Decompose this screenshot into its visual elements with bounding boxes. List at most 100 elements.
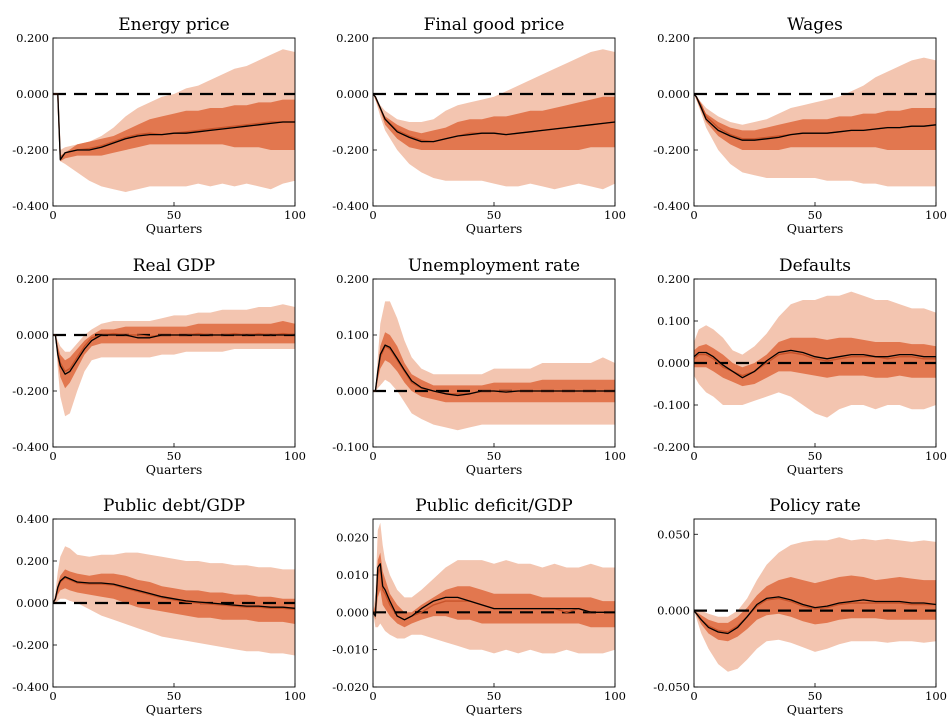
y-tick-label: 0.200 [16, 272, 49, 286]
plot-area [373, 522, 615, 654]
x-tick-label: 50 [167, 449, 182, 463]
panel-real-gdp: -0.400 -0.200 0.000 0.200 0 50 100 Quarters Real… [12, 256, 306, 477]
outer-confidence-band [373, 522, 615, 654]
mean-response-line [53, 334, 295, 375]
median-response-line [373, 566, 615, 621]
y-tick-label: 0.000 [657, 356, 690, 370]
x-tick-label: 0 [369, 208, 376, 222]
mean-response-line [694, 349, 936, 379]
x-tick-label: 100 [604, 449, 626, 463]
x-tick-label: 50 [167, 208, 182, 222]
x-axis-label: Quarters [787, 462, 844, 477]
x-axis-label: Quarters [787, 702, 844, 717]
y-tick-label: 0.050 [657, 527, 690, 541]
y-tick-label: -0.010 [332, 643, 369, 657]
y-tick-label: 0.200 [336, 31, 369, 45]
panel-title: Energy price [118, 15, 229, 35]
x-tick-label: 100 [604, 689, 626, 703]
y-tick-label: 0.000 [336, 384, 369, 398]
plot-area [694, 57, 936, 187]
y-tick-label: -0.020 [332, 680, 369, 694]
mean-response-line [373, 563, 615, 621]
x-tick-label: 50 [808, 689, 823, 703]
x-tick-label: 100 [284, 449, 306, 463]
panel-title: Real GDP [133, 256, 216, 276]
panel-title: Public deficit/GDP [415, 496, 573, 516]
y-tick-label: -0.050 [653, 680, 690, 694]
panel-public-deficit-gdp: -0.020 -0.010 0.000 0.010 0.020 0 50 100 Quarter… [332, 496, 626, 717]
x-tick-label: 0 [690, 689, 697, 703]
y-tick-label: -0.200 [12, 384, 49, 398]
y-tick-label: 0.000 [16, 87, 49, 101]
y-tick-label: -0.200 [12, 143, 49, 157]
plot-area [373, 49, 615, 190]
panel-public-debt-gdp: -0.400 -0.200 0.000 0.200 0.400 0 50 100 Quarter… [12, 496, 306, 717]
y-tick-label: -0.400 [12, 680, 49, 694]
x-axis-label: Quarters [466, 221, 523, 236]
median-response-line [694, 351, 936, 377]
y-tick-label: 0.100 [336, 328, 369, 342]
mean-response-line [373, 93, 615, 143]
plot-area [694, 537, 936, 672]
panel-final-good-price: -0.400 -0.200 0.000 0.200 0 50 100 Quarters Fina… [332, 15, 626, 236]
mean-response-line [694, 596, 936, 635]
mean-response-line [373, 344, 615, 397]
y-tick-label: 0.000 [336, 87, 369, 101]
y-tick-label: -0.200 [653, 440, 690, 454]
y-tick-label: 0.010 [336, 568, 369, 582]
y-tick-label: 0.000 [336, 605, 369, 619]
plot-area [373, 301, 615, 431]
inner-confidence-band [694, 94, 936, 150]
y-tick-label: -0.400 [653, 199, 690, 213]
x-axis-label: Quarters [787, 221, 844, 236]
panel-energy-price: -0.400 -0.200 0.000 0.200 0 50 100 Quarters Ener… [12, 15, 306, 236]
x-tick-label: 50 [167, 689, 182, 703]
y-tick-label: 0.000 [657, 604, 690, 618]
x-axis-label: Quarters [146, 462, 203, 477]
y-tick-label: 0.200 [16, 554, 49, 568]
y-tick-label: -0.400 [332, 199, 369, 213]
mean-response-line [53, 93, 295, 161]
x-axis-label: Quarters [466, 702, 523, 717]
y-tick-label: 0.200 [336, 272, 369, 286]
plot-area [53, 546, 295, 656]
y-tick-label: 0.200 [16, 31, 49, 45]
x-tick-label: 100 [925, 208, 947, 222]
y-tick-label: -0.400 [12, 440, 49, 454]
y-tick-label: 0.200 [657, 31, 690, 45]
y-tick-label: -0.200 [12, 638, 49, 652]
panel-title: Policy rate [769, 496, 861, 516]
outer-confidence-band [373, 301, 615, 431]
x-tick-label: 50 [808, 449, 823, 463]
x-tick-label: 50 [487, 689, 502, 703]
y-tick-label: 0.000 [657, 87, 690, 101]
inner-confidence-band [694, 575, 936, 642]
inner-confidence-band [694, 337, 936, 387]
x-tick-label: 50 [487, 449, 502, 463]
x-tick-label: 100 [604, 208, 626, 222]
outer-confidence-band [53, 304, 295, 417]
inner-confidence-band [373, 332, 615, 403]
x-tick-label: 0 [49, 689, 56, 703]
inner-confidence-band [53, 94, 295, 162]
y-tick-label: 0.020 [336, 531, 369, 545]
y-tick-label: 0.400 [16, 512, 49, 526]
x-tick-label: 50 [487, 208, 502, 222]
x-tick-label: 100 [925, 449, 947, 463]
panel-title: Defaults [779, 256, 851, 276]
y-tick-label: -0.400 [12, 199, 49, 213]
x-axis-label: Quarters [146, 221, 203, 236]
x-axis-label: Quarters [466, 462, 523, 477]
y-tick-label: 0.000 [16, 596, 49, 610]
y-tick-label: -0.200 [653, 143, 690, 157]
inner-confidence-band [53, 569, 295, 624]
y-tick-label: 0.100 [657, 314, 690, 328]
x-axis-label: Quarters [146, 702, 203, 717]
plot-area [53, 49, 295, 193]
mean-response-line [53, 576, 295, 609]
panel-title: Final good price [424, 15, 565, 35]
inner-confidence-band [373, 94, 615, 150]
inner-confidence-band [53, 321, 295, 389]
